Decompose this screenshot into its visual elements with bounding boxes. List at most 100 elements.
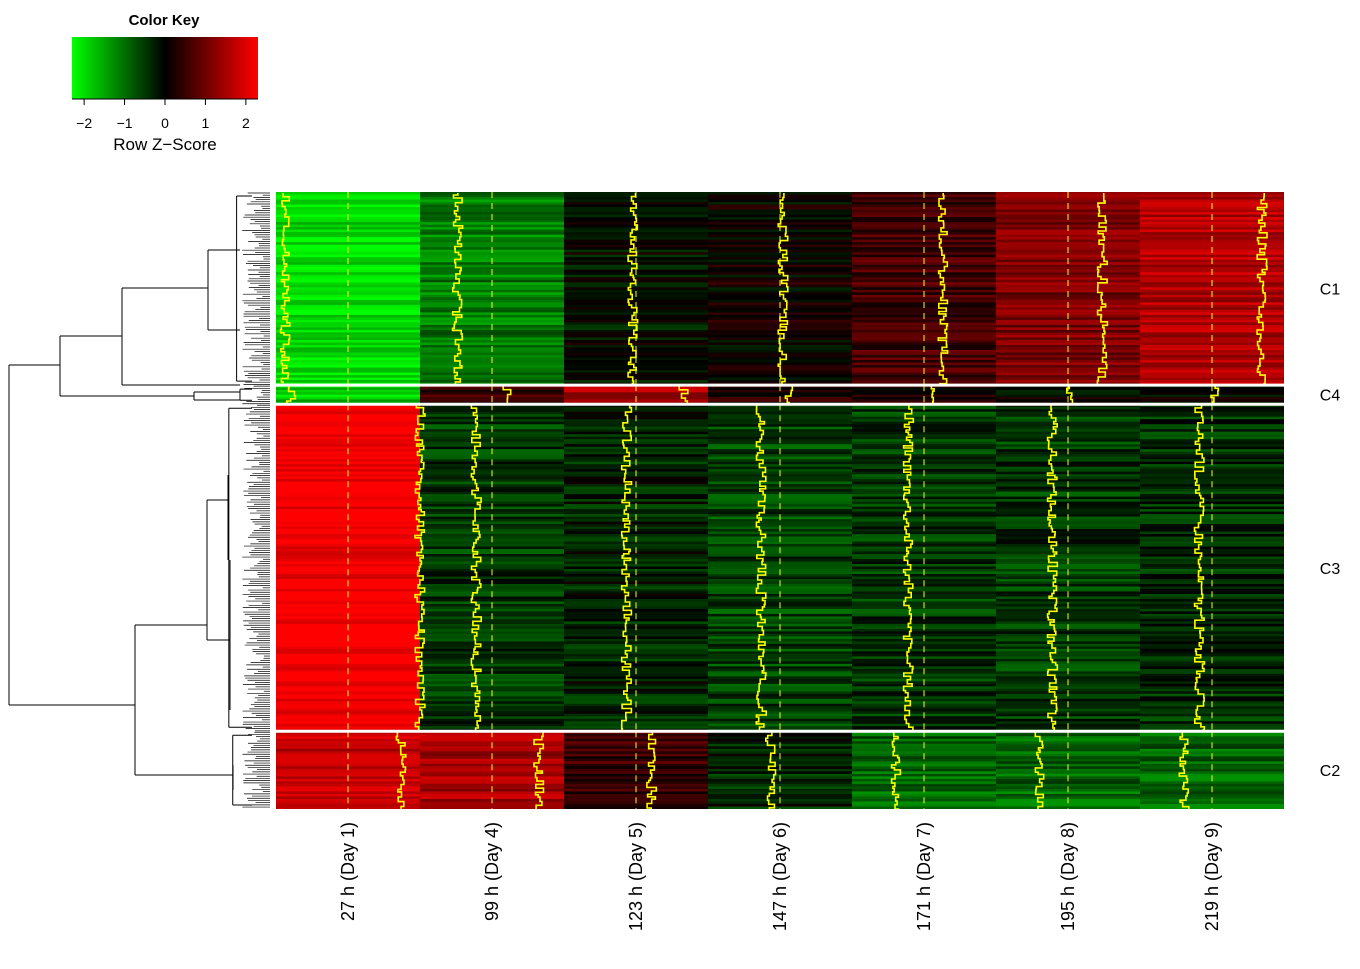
heatmap-cell bbox=[708, 411, 853, 415]
heatmap-cell bbox=[1140, 544, 1284, 548]
heatmap-cell bbox=[708, 676, 853, 680]
column-label: 171 h (Day 7) bbox=[914, 822, 934, 931]
heatmap-cell bbox=[420, 556, 565, 560]
heatmap-cell bbox=[420, 454, 565, 458]
heatmap-cell bbox=[852, 576, 997, 580]
cluster-trace bbox=[902, 405, 915, 732]
heatmap-cell bbox=[852, 544, 997, 548]
heatmap-cell bbox=[420, 372, 565, 376]
heatmap-cell bbox=[276, 486, 421, 490]
heatmap-cell bbox=[996, 287, 1141, 291]
heatmap-cell bbox=[1140, 209, 1284, 213]
heatmap-cell bbox=[420, 531, 565, 535]
heatmap-cell bbox=[852, 541, 997, 545]
heatmap-cell bbox=[276, 554, 421, 558]
heatmap-cell bbox=[852, 683, 997, 687]
heatmap-cell bbox=[708, 643, 853, 647]
heatmap-cell bbox=[852, 793, 997, 798]
heatmap-cell bbox=[564, 329, 709, 334]
cluster-trace bbox=[1193, 405, 1206, 732]
heatmap-cell bbox=[708, 511, 853, 515]
heatmap-cell bbox=[276, 392, 421, 396]
heatmap-cell bbox=[420, 267, 565, 271]
heatmap-cell bbox=[276, 509, 421, 513]
heatmap-cell bbox=[564, 761, 709, 765]
heatmap-cell bbox=[420, 596, 565, 600]
heatmap-cell bbox=[420, 564, 565, 568]
heatmap-cell bbox=[996, 355, 1141, 359]
heatmap-cell bbox=[708, 566, 853, 570]
heatmap-cell bbox=[420, 287, 565, 291]
heatmap-cell bbox=[708, 486, 853, 490]
heatmap-cell bbox=[276, 352, 421, 356]
heatmap-cell bbox=[852, 708, 997, 712]
heatmap-cell bbox=[852, 706, 997, 710]
heatmap-cell bbox=[276, 355, 421, 359]
heatmap-cell bbox=[420, 521, 565, 525]
heatmap-cell bbox=[996, 666, 1141, 670]
heatmap-cell bbox=[996, 297, 1141, 301]
heatmap-cell bbox=[420, 718, 565, 722]
heatmap-cell bbox=[420, 768, 565, 772]
heatmap-cell bbox=[996, 641, 1141, 645]
column-label: 99 h (Day 4) bbox=[482, 822, 502, 921]
heatmap-cell bbox=[852, 309, 997, 313]
heatmap-cell bbox=[852, 284, 997, 288]
heatmap-cell bbox=[996, 673, 1141, 677]
heatmap-cell bbox=[420, 252, 565, 256]
heatmap-cell bbox=[276, 521, 421, 525]
heatmap-cell bbox=[852, 277, 997, 281]
heatmap-cell bbox=[564, 466, 709, 470]
heatmap-cell bbox=[564, 486, 709, 490]
cluster-trace bbox=[646, 732, 658, 809]
heatmap-cell bbox=[708, 653, 853, 657]
heatmap-cell bbox=[564, 721, 709, 725]
heatmap-cell bbox=[852, 365, 997, 369]
heatmap-cell bbox=[564, 751, 709, 755]
heatmap-cell bbox=[276, 608, 421, 613]
heatmap-cell bbox=[420, 197, 565, 201]
heatmap-cell bbox=[276, 566, 421, 570]
heatmap-cell bbox=[996, 486, 1141, 490]
heatmap-cell bbox=[996, 706, 1141, 710]
heatmap-cell bbox=[1140, 721, 1284, 725]
heatmap-cell bbox=[708, 252, 853, 256]
heatmap-cell bbox=[996, 499, 1141, 503]
heatmap-cell bbox=[564, 319, 709, 324]
heatmap-cell bbox=[708, 683, 853, 687]
heatmap-cell bbox=[708, 663, 853, 667]
heatmap-cell bbox=[996, 339, 1141, 344]
heatmap-cell bbox=[708, 586, 853, 590]
heatmap-cell bbox=[276, 222, 421, 226]
cluster-trace bbox=[1096, 193, 1109, 386]
heatmap-cell bbox=[564, 446, 709, 450]
heatmap-cell bbox=[564, 521, 709, 525]
heatmap-cell bbox=[852, 686, 997, 690]
heatmap-cell bbox=[564, 738, 709, 742]
heatmap-cell bbox=[420, 608, 565, 613]
heatmap-cell bbox=[996, 534, 1141, 538]
column-labels: 27 h (Day 1) 99 h (Day 4) 123 h (Day 5) 147… bbox=[338, 822, 1222, 931]
heatmap-cell bbox=[708, 806, 853, 809]
heatmap-cell bbox=[420, 229, 565, 233]
heatmap-cell bbox=[276, 586, 421, 590]
heatmap-cell bbox=[1140, 476, 1284, 480]
heatmap-cell bbox=[852, 209, 997, 213]
heatmap-cell bbox=[708, 651, 853, 655]
heatmap-cell bbox=[564, 242, 709, 246]
cluster-separator bbox=[276, 402, 1284, 406]
heatmap-cell bbox=[996, 791, 1141, 795]
heatmap-cell bbox=[420, 748, 565, 752]
heatmap-cell bbox=[420, 254, 565, 258]
heatmap-cell bbox=[420, 566, 565, 570]
heatmap-cell bbox=[708, 434, 853, 438]
heatmap-cell bbox=[276, 651, 421, 655]
heatmap-cell bbox=[708, 628, 853, 633]
heatmap-cell bbox=[420, 673, 565, 677]
heatmap-cell bbox=[708, 611, 853, 615]
heatmap-cell bbox=[420, 576, 565, 580]
heatmap-cell bbox=[852, 274, 997, 278]
heatmap-cell bbox=[276, 803, 421, 808]
heatmap-cell bbox=[1140, 431, 1284, 435]
heatmap-cell bbox=[996, 676, 1141, 680]
